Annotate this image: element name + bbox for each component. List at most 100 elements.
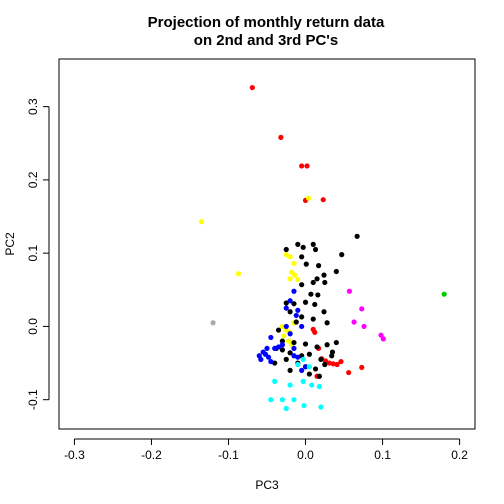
data-point: [283, 246, 289, 253]
data-point: [295, 307, 301, 313]
data-point: [279, 323, 286, 330]
data-point: [293, 319, 299, 325]
data-point: [279, 342, 286, 348]
data-point: [268, 358, 274, 365]
data-point: [306, 364, 312, 370]
data-point: [235, 271, 242, 277]
data-point: [287, 331, 293, 337]
data-point: [291, 339, 297, 346]
data-point: [283, 323, 289, 330]
x-tick-label: -0.2: [141, 448, 162, 462]
data-point: [295, 361, 301, 368]
data-point: [308, 291, 314, 297]
data-point: [287, 309, 293, 315]
data-point: [272, 378, 278, 384]
data-point: [299, 163, 305, 169]
data-point: [287, 276, 293, 282]
y-tick-label: 0.0: [26, 318, 40, 335]
data-point: [265, 354, 272, 360]
data-point: [441, 291, 447, 297]
data-point: [316, 263, 322, 269]
data-point: [287, 367, 293, 373]
data-point: [314, 344, 320, 350]
data-point: [249, 84, 255, 91]
series-cyan: [268, 356, 324, 412]
data-point: [293, 312, 299, 319]
data-point: [295, 354, 301, 360]
data-point: [320, 197, 326, 203]
x-tick-label: -0.3: [64, 448, 85, 462]
x-tick-label: -0.1: [218, 448, 239, 462]
y-tick-label: 0.2: [26, 171, 40, 188]
data-point: [354, 233, 360, 239]
data-point: [351, 319, 357, 325]
x-tick-label: 0.1: [374, 448, 391, 462]
data-point: [316, 373, 322, 379]
data-point: [198, 219, 205, 225]
series-green: [441, 291, 447, 297]
data-point: [309, 382, 315, 388]
data-point: [291, 301, 297, 307]
data-point: [322, 279, 328, 286]
data-point: [295, 276, 301, 283]
data-point: [285, 338, 292, 344]
data-point: [283, 300, 289, 306]
data-point: [287, 298, 293, 304]
x-axis: -0.3 -0.2 -0.1 0.0 0.1 0.2: [64, 438, 468, 462]
data-point: [310, 241, 316, 247]
data-point: [300, 244, 306, 250]
data-point: [321, 309, 327, 315]
y-tick-label: 0.3: [26, 98, 40, 115]
data-point: [346, 369, 352, 376]
data-point: [339, 252, 345, 258]
data-point: [322, 361, 328, 368]
data-point: [300, 378, 306, 384]
x-axis-label: PC3: [255, 478, 279, 492]
data-point: [306, 371, 312, 377]
data-point: [287, 350, 293, 356]
data-point: [334, 361, 340, 368]
data-point: [279, 397, 286, 403]
data-point: [283, 356, 289, 362]
data-point: [316, 383, 322, 390]
data-point: [303, 261, 309, 267]
data-point: [346, 288, 353, 294]
data-point: [258, 356, 264, 362]
series-gray: [210, 320, 216, 326]
data-point: [361, 323, 367, 330]
x-tick-label: 0.0: [297, 448, 314, 462]
data-point: [292, 272, 298, 278]
data-point: [359, 306, 365, 312]
data-point: [268, 334, 274, 341]
data-point: [299, 323, 305, 330]
y-tick-label: -0.1: [26, 389, 40, 410]
data-point: [283, 327, 289, 333]
plot-area: [58, 58, 476, 430]
data-point: [324, 342, 330, 348]
data-point: [287, 382, 293, 388]
data-point: [329, 349, 336, 355]
data-point: [299, 254, 305, 260]
data-point: [312, 329, 318, 335]
data-point: [264, 345, 270, 352]
y-axis-label: PC2: [3, 232, 17, 256]
data-point: [312, 366, 319, 372]
data-point: [283, 252, 289, 258]
data-point: [272, 345, 278, 352]
data-point: [299, 282, 305, 288]
data-point: [302, 299, 309, 305]
data-point: [291, 345, 297, 352]
data-point: [326, 360, 332, 366]
data-point: [299, 367, 305, 373]
data-points: [198, 84, 447, 412]
data-point: [318, 356, 324, 362]
data-point: [306, 195, 312, 201]
data-point: [359, 364, 365, 371]
y-tick-label: 0.1: [26, 244, 40, 261]
data-point: [279, 338, 286, 344]
data-point: [333, 268, 339, 275]
data-point: [300, 356, 306, 362]
data-point: [278, 134, 284, 140]
data-point: [291, 288, 297, 294]
